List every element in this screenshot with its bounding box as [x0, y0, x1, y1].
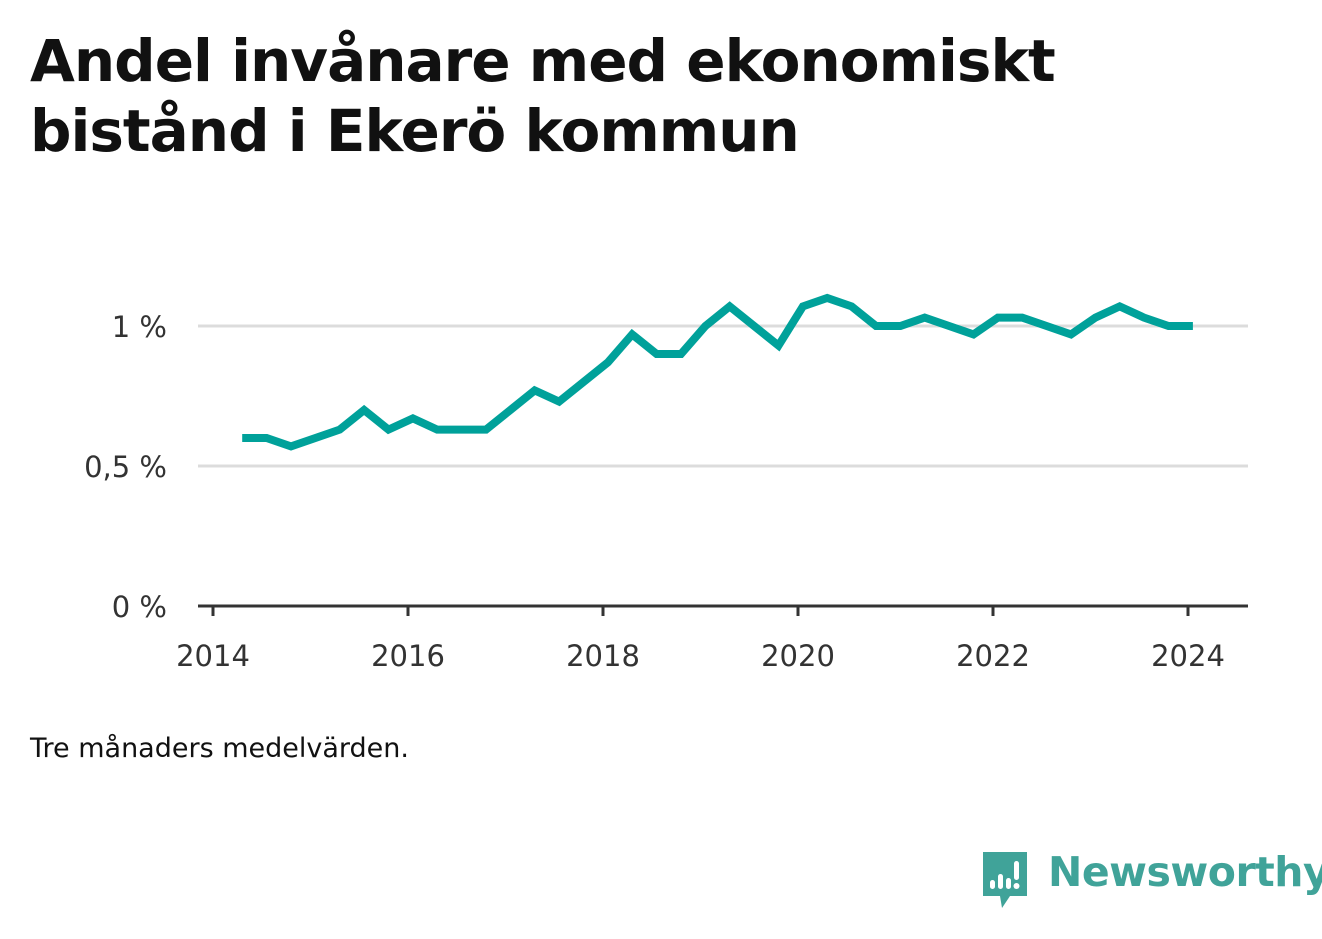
- x-tick-label: 2018: [566, 639, 640, 673]
- newsworthy-logo-icon: [983, 852, 1027, 908]
- y-tick-label: 0 %: [112, 590, 167, 624]
- y-tick-label: 1 %: [112, 310, 167, 344]
- x-tick-label: 2024: [1151, 639, 1225, 673]
- x-tick-label: 2022: [956, 639, 1030, 673]
- chart-note: Tre månaders medelvärden.: [30, 733, 409, 764]
- x-tick-label: 2020: [761, 639, 835, 673]
- y-tick-label: 0,5 %: [84, 450, 167, 484]
- series-line: [242, 293, 1193, 451]
- brand-name: Newsworthy: [1048, 848, 1322, 896]
- y-axis: 0 % 0,5 % 1 %: [84, 310, 167, 624]
- x-tick-label: 2016: [371, 639, 445, 673]
- chart-title: Andel invånare med ekonomiskt bistånd i …: [30, 27, 1056, 165]
- x-axis: 2014 2016 2018 2020 2022 2024: [176, 604, 1248, 673]
- series-layer: [242, 293, 1193, 451]
- x-tick-label: 2014: [176, 639, 250, 673]
- brand-logo: Newsworthy: [980, 848, 1322, 912]
- gridlines: [198, 324, 1248, 468]
